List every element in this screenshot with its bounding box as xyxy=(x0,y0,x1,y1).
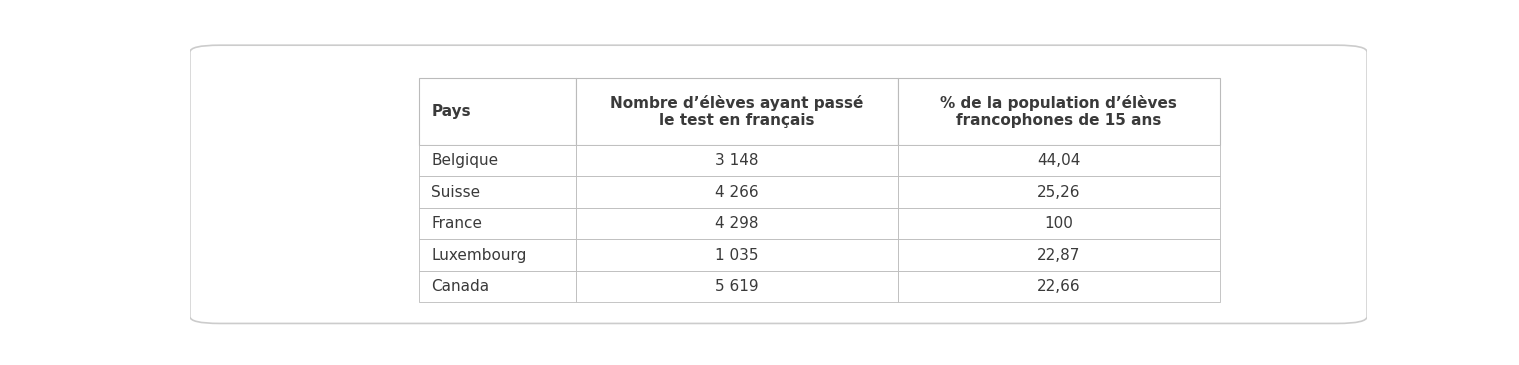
Bar xyxy=(898,208,1220,239)
Bar xyxy=(898,77,1220,145)
Text: Suisse: Suisse xyxy=(431,185,480,200)
Text: Belgique: Belgique xyxy=(431,153,498,168)
Text: 22,87: 22,87 xyxy=(1037,247,1080,263)
Text: 5 619: 5 619 xyxy=(715,279,758,294)
Bar xyxy=(419,145,576,176)
Text: 3 148: 3 148 xyxy=(715,153,758,168)
Text: Canada: Canada xyxy=(431,279,489,294)
Text: 4 298: 4 298 xyxy=(715,216,758,231)
Bar xyxy=(576,176,898,208)
Bar xyxy=(419,77,576,145)
Text: Luxembourg: Luxembourg xyxy=(431,247,527,263)
Bar xyxy=(576,145,898,176)
Bar xyxy=(419,271,576,302)
Text: % de la population d’élèves
francophones de 15 ans: % de la population d’élèves francophones… xyxy=(940,95,1177,128)
Bar xyxy=(898,271,1220,302)
Text: 100: 100 xyxy=(1045,216,1074,231)
Text: 1 035: 1 035 xyxy=(715,247,758,263)
Text: 44,04: 44,04 xyxy=(1037,153,1080,168)
Text: France: France xyxy=(431,216,482,231)
Bar xyxy=(419,176,576,208)
Text: Pays: Pays xyxy=(431,104,471,119)
Bar xyxy=(898,176,1220,208)
Bar xyxy=(898,239,1220,271)
Text: 25,26: 25,26 xyxy=(1037,185,1080,200)
Text: 22,66: 22,66 xyxy=(1037,279,1080,294)
Bar xyxy=(576,239,898,271)
Bar xyxy=(576,208,898,239)
Text: 4 266: 4 266 xyxy=(715,185,758,200)
Bar xyxy=(419,208,576,239)
Bar xyxy=(576,271,898,302)
Text: Nombre d’élèves ayant passé
le test en français: Nombre d’élèves ayant passé le test en f… xyxy=(611,95,863,128)
Bar xyxy=(419,239,576,271)
FancyBboxPatch shape xyxy=(190,45,1367,323)
Bar xyxy=(576,77,898,145)
Bar xyxy=(898,145,1220,176)
